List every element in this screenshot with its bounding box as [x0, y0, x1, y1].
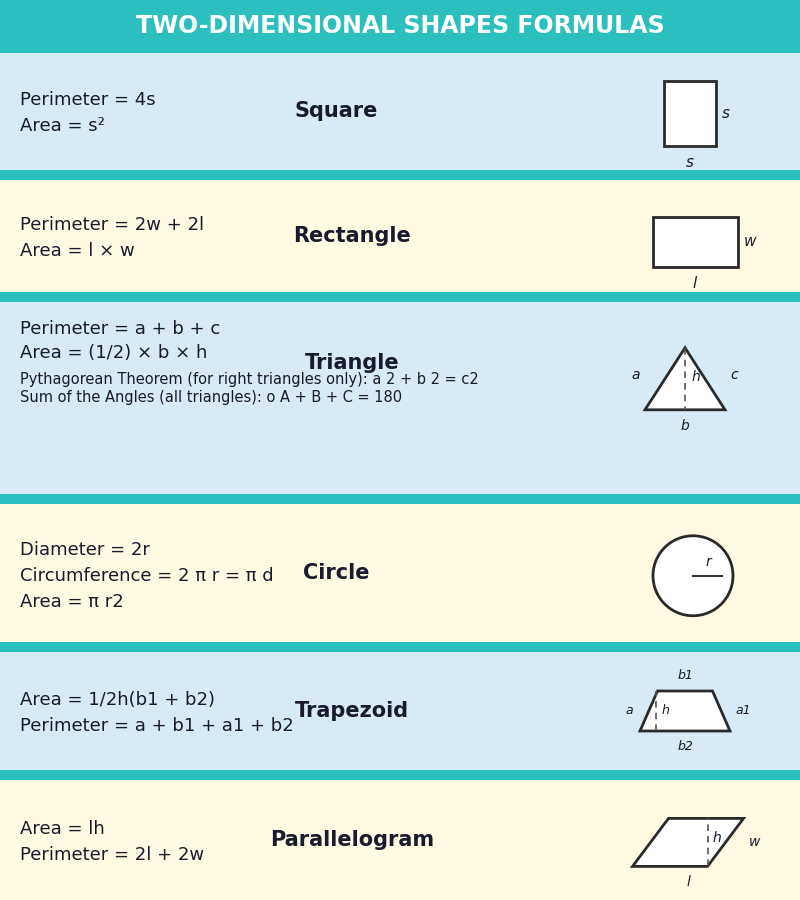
Text: h: h	[662, 705, 670, 717]
Text: Perimeter = 2l + 2w: Perimeter = 2l + 2w	[20, 846, 204, 864]
Polygon shape	[640, 691, 730, 731]
Text: Area = s²: Area = s²	[20, 117, 105, 135]
Bar	[0, 180, 800, 292]
Text: Square: Square	[294, 101, 378, 121]
Text: Pythagorean Theorem (for right triangles only): a 2 + b 2 = c2: Pythagorean Theorem (for right triangles…	[20, 372, 478, 387]
Text: r: r	[706, 554, 711, 569]
Text: Perimeter = a + b1 + a1 + b2: Perimeter = a + b1 + a1 + b2	[20, 717, 294, 735]
Text: b: b	[681, 418, 690, 433]
Bar	[0, 0, 800, 52]
Text: Perimeter = 2w + 2l: Perimeter = 2w + 2l	[20, 216, 204, 234]
Text: Perimeter = a + b + c: Perimeter = a + b + c	[20, 320, 220, 338]
Bar	[0, 170, 800, 180]
Bar	[0, 494, 800, 504]
Text: c: c	[730, 368, 738, 382]
Text: Circle: Circle	[302, 563, 370, 583]
Text: h: h	[713, 832, 722, 845]
Bar	[653, 217, 738, 266]
Text: a: a	[631, 368, 640, 382]
Text: Diameter = 2r: Diameter = 2r	[20, 541, 150, 559]
Polygon shape	[645, 347, 725, 410]
Bar	[0, 51, 800, 53]
Text: w: w	[743, 234, 756, 249]
Text: Sum of the Angles (all triangles): o A + B + C = 180: Sum of the Angles (all triangles): o A +…	[20, 390, 402, 405]
Text: Area = π r2: Area = π r2	[20, 593, 124, 611]
Bar	[664, 81, 716, 146]
Bar	[0, 642, 800, 652]
Text: l: l	[693, 275, 697, 291]
Text: Rectangle: Rectangle	[293, 226, 411, 246]
Text: a: a	[626, 705, 633, 717]
Text: h: h	[692, 370, 701, 383]
Bar	[0, 770, 800, 780]
Circle shape	[653, 536, 733, 616]
Bar	[0, 52, 800, 170]
Text: s: s	[722, 106, 730, 121]
Bar	[0, 292, 800, 302]
Text: Area = (1/2) × b × h: Area = (1/2) × b × h	[20, 344, 207, 362]
Text: Perimeter = 4s: Perimeter = 4s	[20, 91, 156, 109]
Text: Area = 1/2h(b1 + b2): Area = 1/2h(b1 + b2)	[20, 691, 215, 709]
Text: Trapezoid: Trapezoid	[295, 701, 409, 721]
Text: s: s	[686, 155, 694, 170]
Bar	[0, 652, 800, 770]
Text: Area = l × w: Area = l × w	[20, 242, 134, 260]
Bar	[0, 302, 800, 494]
Polygon shape	[633, 818, 743, 867]
Text: b1: b1	[677, 669, 693, 682]
Bar	[0, 780, 800, 900]
Text: Area = lh: Area = lh	[20, 820, 105, 838]
Text: b2: b2	[677, 740, 693, 753]
Text: w: w	[749, 835, 760, 850]
Text: a1: a1	[735, 705, 750, 717]
Text: Circumference = 2 π r = π d: Circumference = 2 π r = π d	[20, 567, 274, 585]
Text: Parallelogram: Parallelogram	[270, 830, 434, 850]
Text: TWO-DIMENSIONAL SHAPES FORMULAS: TWO-DIMENSIONAL SHAPES FORMULAS	[136, 14, 664, 38]
Bar	[0, 504, 800, 642]
Text: l: l	[686, 876, 690, 889]
Text: Triangle: Triangle	[305, 353, 399, 373]
